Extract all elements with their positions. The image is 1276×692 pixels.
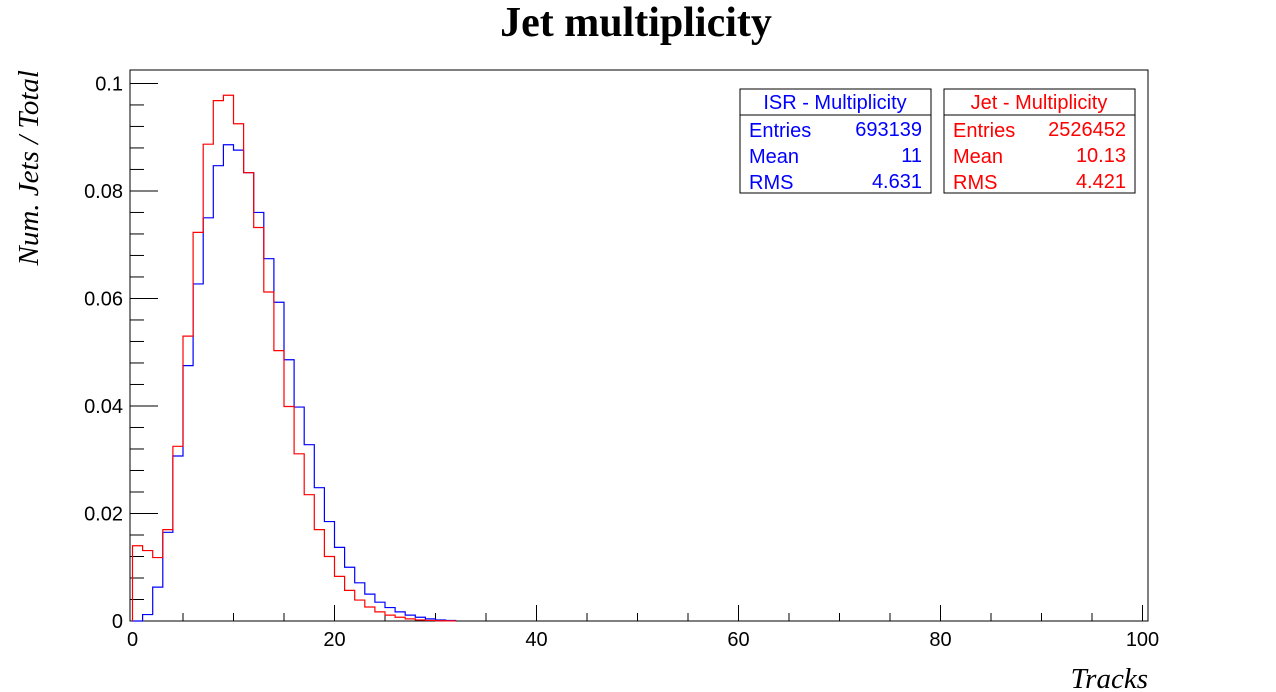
- stats-isr-rms-label: RMS: [749, 172, 793, 194]
- stats-jet-mean-value: 10.13: [1076, 145, 1126, 167]
- stats-jet-entries-label: Entries: [953, 120, 1015, 142]
- y-axis-tick-labels: 0 0.02 0.04 0.06 0.08 0.1: [84, 73, 123, 633]
- y-tick-label: 0.04: [84, 396, 123, 418]
- x-tick-label: 40: [525, 629, 547, 651]
- stats-jet-rms-label: RMS: [953, 172, 997, 194]
- stats-box-jet-title: Jet - Multiplicity: [971, 92, 1108, 114]
- stats-box-jet: Jet - Multiplicity Entries 2526452 Mean …: [943, 88, 1136, 194]
- stats-isr-mean-value: 11: [901, 145, 922, 167]
- x-tick-label: 80: [929, 629, 951, 651]
- stats-box-jet-frame: [943, 88, 1136, 194]
- stats-isr-entries-value: 693139: [855, 119, 922, 141]
- stats-isr-mean-label: Mean: [749, 146, 799, 168]
- y-tick-label: 0.06: [84, 288, 123, 310]
- y-tick-label: 0.08: [84, 181, 123, 203]
- x-axis-title: Tracks: [1071, 663, 1148, 692]
- x-axis-tick-labels: 0 20 40 60 80 100: [127, 629, 1159, 651]
- stats-box-isr-frame: [739, 88, 932, 194]
- series-jet-multiplicity-line: [131, 94, 457, 622]
- plot-frame: [129, 69, 1149, 622]
- series-isr-multiplicity-line: [132, 144, 457, 622]
- stats-box-isr: ISR - Multiplicity Entries 693139 Mean 1…: [739, 88, 932, 194]
- y-tick-label: 0.02: [84, 503, 123, 525]
- y-tick-label: 0: [112, 611, 123, 633]
- y-axis-title: Num. Jets / Total: [13, 70, 45, 267]
- stats-jet-rms-value: 4.421: [1076, 171, 1126, 193]
- x-tick-label: 100: [1126, 629, 1159, 651]
- x-axis-ticks: [132, 605, 1143, 621]
- stats-isr-entries-label: Entries: [749, 120, 811, 142]
- stats-jet-entries-value: 2526452: [1048, 119, 1126, 141]
- y-tick-label: 0.1: [95, 73, 123, 95]
- x-tick-label: 60: [727, 629, 749, 651]
- x-tick-label: 20: [323, 629, 345, 651]
- stats-isr-rms-value: 4.631: [872, 171, 922, 193]
- stats-box-isr-title: ISR - Multiplicity: [763, 92, 906, 114]
- chart-title: Jet multiplicity: [500, 0, 772, 46]
- stats-jet-mean-label: Mean: [953, 146, 1003, 168]
- x-tick-label: 0: [127, 629, 138, 651]
- y-axis-ticks: [130, 82, 158, 622]
